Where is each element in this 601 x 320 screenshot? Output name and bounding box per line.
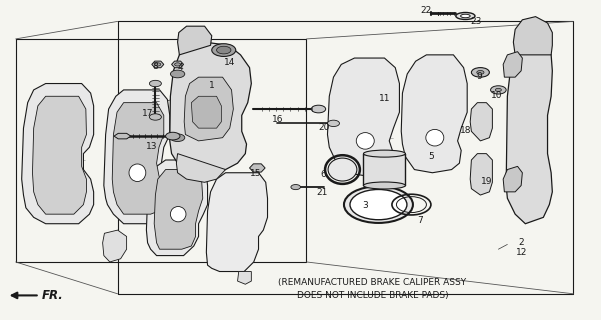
Text: 5: 5 [429,152,434,161]
Polygon shape [401,55,467,173]
Text: 22: 22 [421,6,432,15]
Polygon shape [32,96,87,214]
Text: 15: 15 [250,169,261,178]
Ellipse shape [460,14,470,18]
Text: 21: 21 [316,188,328,197]
Polygon shape [176,154,225,182]
Text: 7: 7 [418,216,423,225]
Polygon shape [470,154,492,195]
Ellipse shape [426,129,444,146]
Text: 6: 6 [320,170,326,179]
Circle shape [171,70,185,78]
Ellipse shape [171,206,186,222]
Text: (REMANUFACTURED BRAKE CALIPER ASSY: (REMANUFACTURED BRAKE CALIPER ASSY [278,278,466,287]
Text: 4: 4 [178,63,183,72]
Polygon shape [170,42,251,170]
Text: 8: 8 [153,62,158,71]
Text: 1: 1 [209,81,215,90]
Ellipse shape [364,182,406,189]
Polygon shape [184,77,233,141]
Polygon shape [114,133,131,139]
Ellipse shape [344,186,413,223]
Circle shape [171,134,185,141]
Ellipse shape [328,158,357,181]
Polygon shape [152,61,164,68]
Text: 18: 18 [460,126,471,135]
Polygon shape [237,271,251,284]
Circle shape [150,80,162,87]
Polygon shape [513,17,552,55]
Circle shape [216,46,231,54]
Circle shape [155,63,161,66]
Ellipse shape [129,164,146,181]
Circle shape [291,185,300,190]
Polygon shape [249,164,265,172]
Circle shape [328,120,340,126]
Text: 13: 13 [146,142,157,151]
Polygon shape [177,26,212,55]
Text: 10: 10 [492,91,503,100]
Ellipse shape [456,12,475,20]
Text: 12: 12 [516,248,527,257]
Polygon shape [103,230,127,262]
Text: 11: 11 [379,94,390,103]
Polygon shape [503,166,522,192]
Polygon shape [506,42,552,224]
Ellipse shape [350,189,407,220]
Polygon shape [22,84,94,224]
Text: 16: 16 [272,115,284,124]
Text: 2: 2 [518,238,524,247]
Bar [364,154,406,186]
Circle shape [477,70,484,74]
Text: 9: 9 [477,72,482,81]
Text: 20: 20 [319,123,330,132]
Circle shape [212,44,236,56]
Circle shape [471,68,489,77]
Text: FR.: FR. [41,289,63,302]
Text: 17: 17 [142,109,153,118]
Circle shape [166,132,180,140]
Polygon shape [470,103,492,141]
Polygon shape [171,61,183,68]
Polygon shape [147,160,207,256]
Polygon shape [206,173,267,271]
Text: DOES NOT INCLUDE BRAKE PADS): DOES NOT INCLUDE BRAKE PADS) [297,291,448,300]
Polygon shape [191,96,221,128]
Polygon shape [104,90,170,224]
Circle shape [495,88,501,92]
Text: 23: 23 [470,17,481,26]
Text: 3: 3 [362,201,368,210]
Polygon shape [112,103,164,214]
Ellipse shape [356,132,374,149]
Circle shape [150,114,162,120]
Ellipse shape [364,150,406,157]
Circle shape [174,63,180,66]
Polygon shape [328,58,400,176]
Circle shape [311,105,326,113]
Text: 14: 14 [224,58,236,67]
Text: 19: 19 [481,177,492,186]
Polygon shape [503,52,522,77]
Polygon shape [154,170,203,249]
Circle shape [490,86,506,94]
